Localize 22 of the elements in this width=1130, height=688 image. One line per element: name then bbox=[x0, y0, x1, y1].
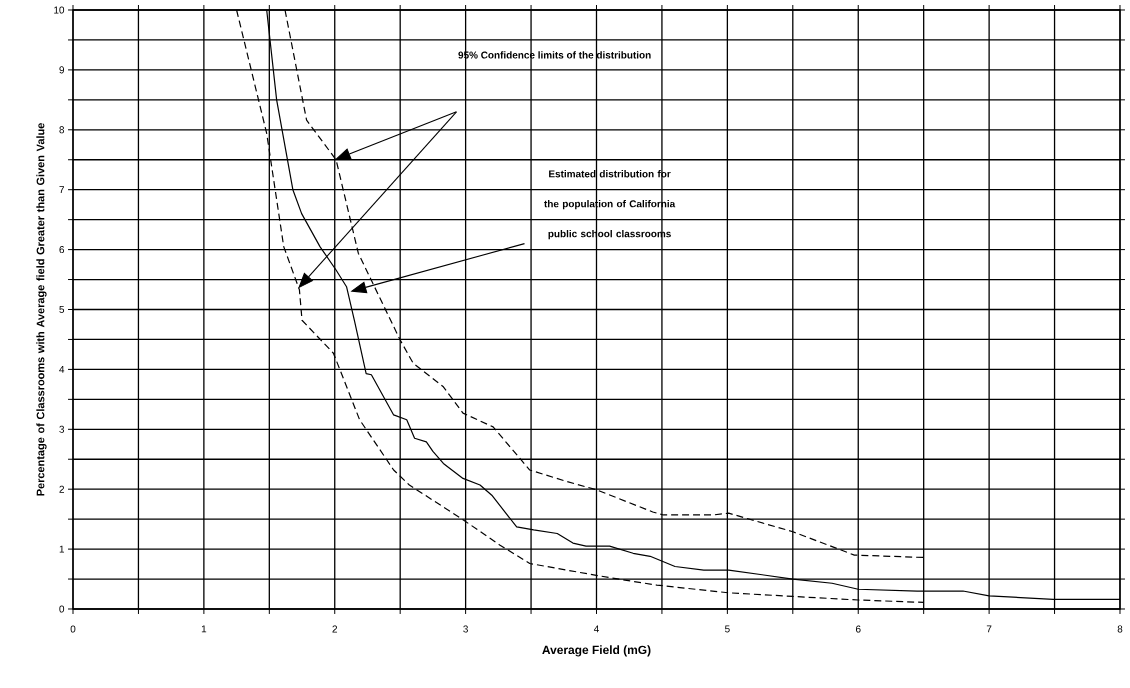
y-tick-label: 5 bbox=[59, 306, 65, 313]
y-tick-label: 4 bbox=[59, 365, 65, 373]
x-tick-label: 8 bbox=[1117, 625, 1123, 633]
x-tick-label: 2 bbox=[332, 625, 338, 633]
x-tick-label: 3 bbox=[463, 625, 468, 633]
x-axis-title: Average Field (mG) bbox=[542, 645, 651, 657]
x-tick-label: 5 bbox=[725, 625, 730, 633]
y-tick-label: 8 bbox=[59, 126, 65, 134]
x-tick-label: 0 bbox=[70, 625, 76, 633]
y-tick-label: 2 bbox=[59, 485, 64, 493]
y-tick-label: 10 bbox=[54, 6, 65, 14]
x-tick-label: 1 bbox=[201, 625, 207, 633]
x-tick-label: 7 bbox=[986, 625, 992, 633]
y-tick-label: 0 bbox=[59, 605, 65, 613]
y-tick-label: 3 bbox=[59, 425, 65, 433]
y-tick-label: 1 bbox=[59, 545, 65, 553]
x-tick-label: 4 bbox=[593, 625, 599, 633]
y-tick-label: 9 bbox=[59, 66, 65, 74]
y-tick-label: 7 bbox=[59, 186, 64, 194]
x-tick-label: 6 bbox=[855, 625, 861, 633]
y-axis-title: Percentage of Classrooms with Average field Greater than Given Value bbox=[36, 123, 47, 496]
y-tick-label: 6 bbox=[59, 246, 65, 254]
